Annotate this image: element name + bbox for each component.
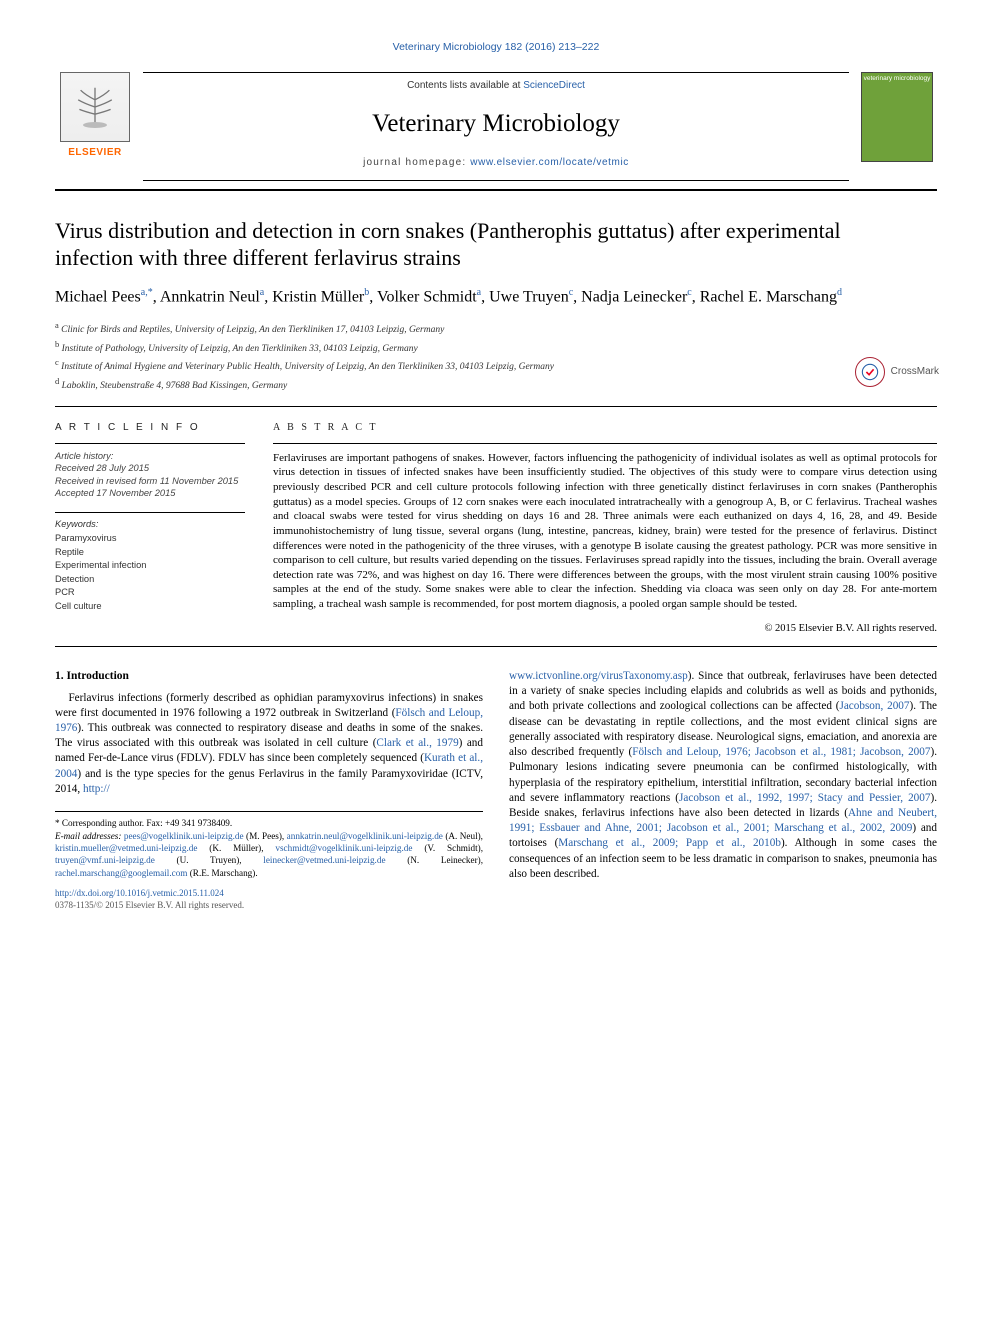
contents-prefix: Contents lists available at	[407, 80, 523, 91]
email-addresses: E-mail addresses: pees@vogelklinik.uni-l…	[55, 830, 483, 880]
publisher-logo-block: ELSEVIER	[55, 72, 135, 160]
sciencedirect-link[interactable]: ScienceDirect	[523, 80, 585, 91]
text-run: ) and is the type species for the genus …	[55, 768, 483, 795]
citation-link[interactable]: Clark et al., 1979	[376, 737, 458, 749]
crossmark-label: CrossMark	[891, 365, 939, 379]
affiliations: a Clinic for Birds and Reptiles, Univers…	[55, 319, 937, 408]
history-line: Received in revised form 11 November 201…	[55, 476, 238, 486]
keyword: Cell culture	[55, 601, 102, 611]
keyword: Reptile	[55, 547, 84, 557]
abstract-heading: A B S T R A C T	[273, 421, 937, 435]
external-link[interactable]: www.ictvonline.org/virusTaxonomy.asp	[509, 670, 688, 682]
email-link[interactable]: truyen@vmf.uni-leipzig.de	[55, 855, 155, 865]
publisher-wordmark: ELSEVIER	[68, 146, 121, 160]
email-link[interactable]: leinecker@vetmed.uni-leipzig.de	[263, 855, 385, 865]
abstract-copyright: © 2015 Elsevier B.V. All rights reserved…	[273, 622, 937, 636]
author-list: Michael Peesa,*, Annkatrin Neula, Kristi…	[55, 286, 937, 309]
article-info-heading: A R T I C L E I N F O	[55, 421, 245, 435]
issn-copyright: 0378-1135/© 2015 Elsevier B.V. All right…	[55, 900, 244, 910]
corresponding-author: * Corresponding author. Fax: +49 341 973…	[55, 817, 483, 829]
email-link[interactable]: vschmidt@vogelklinik.uni-leipzig.de	[275, 843, 412, 853]
journal-homepage-line: journal homepage: www.elsevier.com/locat…	[143, 156, 849, 181]
running-head: Veterinary Microbiology 182 (2016) 213–2…	[55, 40, 937, 54]
email-link[interactable]: kristin.mueller@vetmed.uni-leipzig.de	[55, 843, 197, 853]
email-link[interactable]: rachel.marschang@googlemail.com	[55, 868, 187, 878]
journal-title: Veterinary Microbiology	[143, 107, 849, 141]
article-title: Virus distribution and detection in corn…	[55, 217, 855, 272]
elsevier-tree-icon	[60, 72, 130, 142]
keyword: Experimental infection	[55, 560, 146, 570]
keyword: PCR	[55, 587, 75, 597]
external-link[interactable]: http://	[83, 783, 110, 795]
journal-cover-thumb: veterinary microbiology	[861, 72, 933, 162]
homepage-prefix: journal homepage:	[363, 157, 470, 168]
journal-homepage-link[interactable]: www.elsevier.com/locate/vetmic	[470, 157, 629, 168]
body-text: 1. Introduction Ferlavirus infections (f…	[55, 669, 937, 912]
history-label: Article history:	[55, 451, 113, 461]
history-line: Received 28 July 2015	[55, 463, 149, 473]
history-line: Accepted 17 November 2015	[55, 488, 175, 498]
doi-link[interactable]: http://dx.doi.org/10.1016/j.vetmic.2015.…	[55, 888, 224, 898]
crossmark-icon	[855, 357, 885, 387]
journal-cover-block: veterinary microbiology	[857, 72, 937, 162]
section-heading: 1. Introduction	[55, 669, 483, 685]
keywords-label: Keywords:	[55, 518, 245, 531]
crossmark-badge[interactable]: CrossMark	[855, 357, 939, 387]
citation-link[interactable]: Fölsch and Leloup, 1976; Jacobson et al.…	[632, 746, 930, 758]
citation-link[interactable]: Jacobson, 2007	[839, 700, 909, 712]
masthead: ELSEVIER Contents lists available at Sci…	[55, 72, 937, 191]
body-paragraph: www.ictvonline.org/virusTaxonomy.asp). S…	[509, 669, 937, 882]
abstract: A B S T R A C T Ferlaviruses are importa…	[273, 421, 937, 636]
contents-line: Contents lists available at ScienceDirec…	[143, 72, 849, 93]
email-link[interactable]: annkatrin.neul@vogelklinik.uni-leipzig.d…	[287, 831, 443, 841]
abstract-text: Ferlaviruses are important pathogens of …	[273, 443, 937, 612]
body-paragraph: Ferlavirus infections (formerly describe…	[55, 691, 483, 798]
article-info: A R T I C L E I N F O Article history: R…	[55, 421, 245, 636]
keyword: Detection	[55, 574, 94, 584]
citation-link[interactable]: Marschang et al., 2009; Papp et al., 201…	[558, 837, 781, 849]
citation-link[interactable]: Jacobson et al., 1992, 1997; Stacy and P…	[679, 792, 930, 804]
email-link[interactable]: pees@vogelklinik.uni-leipzig.de	[124, 831, 244, 841]
keyword: Paramyxovirus	[55, 533, 116, 543]
footnotes: * Corresponding author. Fax: +49 341 973…	[55, 811, 483, 911]
